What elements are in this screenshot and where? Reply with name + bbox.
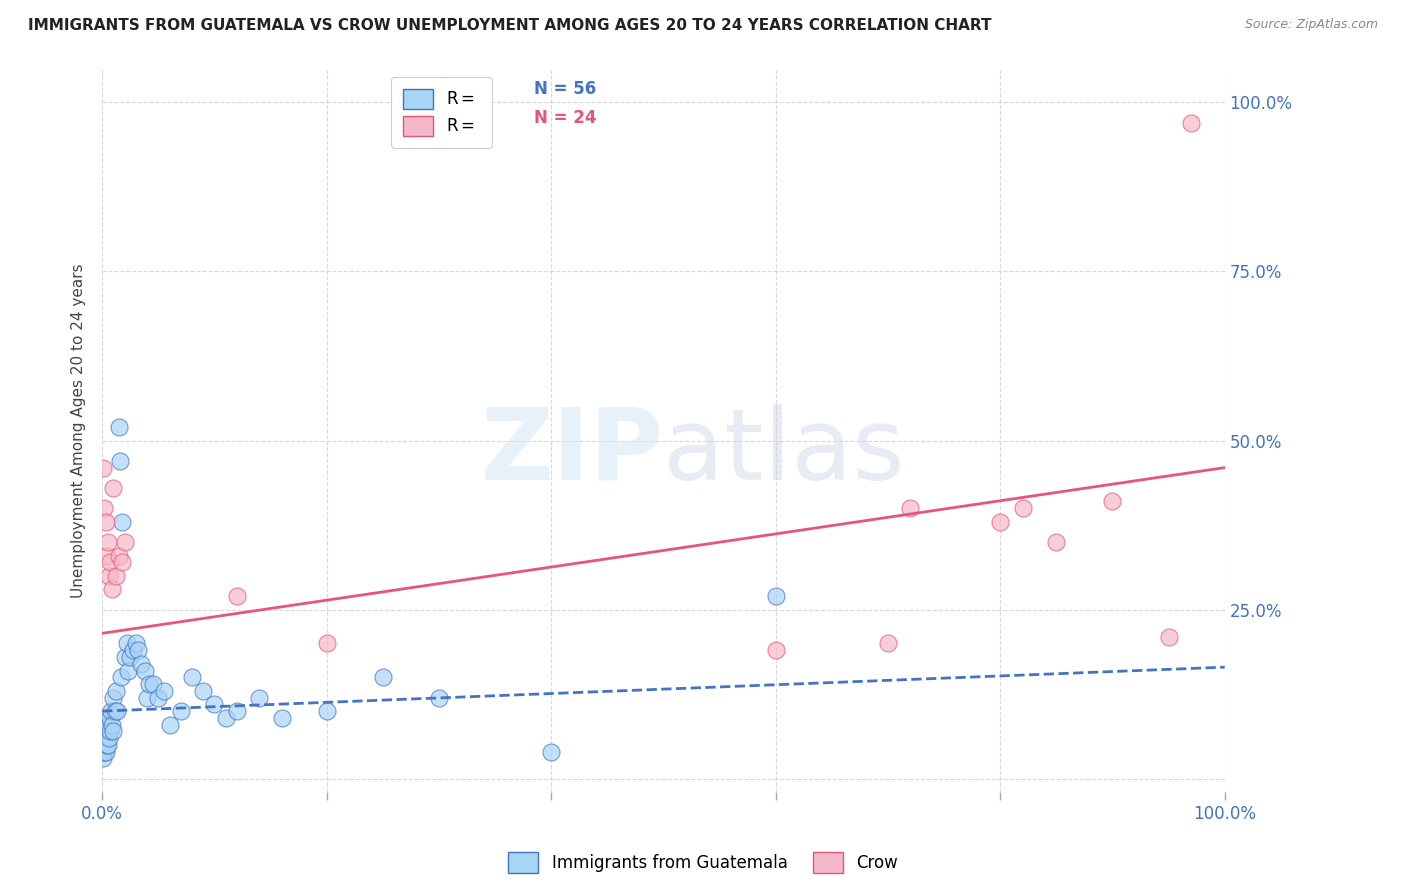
Point [97,535,120,549]
Point [96,549,118,563]
Point [98,711,121,725]
Point [120,650,142,665]
Point [247,690,270,705]
Point [181,670,204,684]
Point [91,745,114,759]
Point [103,724,125,739]
Point [97,731,120,746]
Point [111,555,134,569]
Point [108,420,131,434]
Point [1157,630,1180,644]
Point [315,704,337,718]
Point [94,724,117,739]
Point [103,481,125,495]
Legend: Immigrants from Guatemala, Crow: Immigrants from Guatemala, Crow [502,846,904,880]
Text: N = 24: N = 24 [534,109,598,127]
Point [1180,115,1202,129]
Point [877,636,900,650]
Point [97,724,120,739]
Point [270,711,292,725]
Point [93,731,115,746]
Point [93,745,115,759]
Point [226,589,249,603]
Point [110,670,132,684]
Point [94,738,117,752]
Text: R = 0.109: R = 0.109 [404,80,486,98]
Point [104,569,127,583]
Point [94,515,117,529]
Point [125,636,148,650]
Point [204,698,226,712]
Y-axis label: Unemployment Among Ages 20 to 24 years: Unemployment Among Ages 20 to 24 years [72,263,86,598]
Point [900,501,922,516]
Point [153,683,176,698]
Point [148,690,170,705]
Point [97,569,120,583]
Point [1011,501,1033,516]
Point [1101,494,1123,508]
Point [540,745,562,759]
Point [103,690,125,705]
Point [104,683,127,698]
Point [170,704,193,718]
Point [100,704,122,718]
Point [127,643,149,657]
Point [315,636,337,650]
Point [93,738,115,752]
Point [121,643,143,657]
Point [91,751,114,765]
Point [98,555,121,569]
Point [117,664,139,678]
Point [159,717,181,731]
Legend: $\mathregular{R = }$ , $\mathregular{R = }$ : $\mathregular{R = }$ , $\mathregular{R =… [391,77,492,147]
Point [93,501,115,516]
Point [114,535,136,549]
Point [226,704,249,718]
Point [108,549,131,563]
Point [105,704,128,718]
Point [96,738,118,752]
Point [371,670,394,684]
Text: atlas: atlas [664,403,905,500]
Point [142,677,165,691]
Point [427,690,450,705]
Point [765,589,787,603]
Point [988,515,1011,529]
Text: R = 0.441: R = 0.441 [404,109,486,127]
Point [94,745,117,759]
Point [101,582,124,597]
Text: N = 56: N = 56 [534,80,596,98]
Point [91,460,114,475]
Point [98,724,121,739]
Point [103,704,125,718]
Point [96,731,118,746]
Point [193,683,215,698]
Point [134,664,156,678]
Point [765,643,787,657]
Text: Source: ZipAtlas.com: Source: ZipAtlas.com [1244,18,1378,31]
Point [131,657,153,671]
Point [97,717,120,731]
Point [108,454,131,468]
Point [101,717,124,731]
Point [215,711,238,725]
Point [136,690,159,705]
Point [91,738,114,752]
Text: IMMIGRANTS FROM GUATEMALA VS CROW UNEMPLOYMENT AMONG AGES 20 TO 24 YEARS CORRELA: IMMIGRANTS FROM GUATEMALA VS CROW UNEMPL… [28,18,991,33]
Point [97,738,120,752]
Text: ZIP: ZIP [481,403,664,500]
Point [114,650,136,665]
Point [1045,535,1067,549]
Point [138,677,160,691]
Point [115,636,138,650]
Point [111,515,134,529]
